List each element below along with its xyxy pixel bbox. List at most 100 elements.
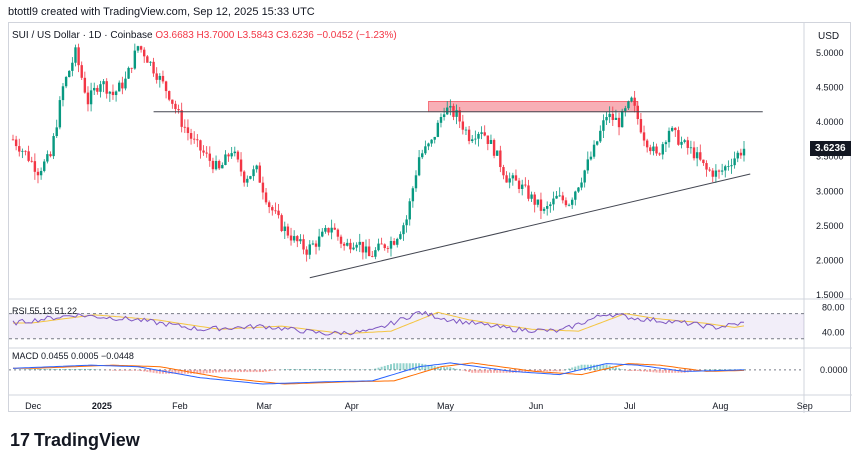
candle-body — [236, 151, 240, 160]
candle-body — [649, 147, 652, 152]
candle-body — [355, 244, 358, 248]
candle-body — [699, 152, 702, 160]
candle-body — [639, 119, 643, 133]
macd-histogram-bar — [243, 369, 246, 373]
candle-body — [305, 249, 308, 255]
candle-body — [46, 154, 49, 162]
macd-histogram-bar — [402, 363, 405, 370]
candle-body — [545, 206, 549, 209]
macd-histogram-bar — [580, 364, 583, 370]
candle-body — [661, 144, 664, 155]
macd-histogram-bar — [408, 363, 411, 370]
macd-histogram-bar — [77, 368, 80, 370]
candle-body — [133, 50, 137, 69]
candle-body — [558, 195, 561, 197]
macd-histogram-bar — [140, 369, 143, 372]
candle-body — [717, 170, 721, 172]
macd-histogram-bar — [596, 364, 599, 370]
candle-body — [161, 75, 165, 82]
candle-body — [421, 153, 424, 158]
macd-histogram-bar — [108, 369, 111, 371]
currency-label[interactable]: USD — [818, 31, 840, 42]
macd-histogram-bar — [265, 369, 268, 372]
macd-histogram-bar — [568, 368, 571, 370]
candle-body — [233, 151, 236, 154]
candle-body — [592, 144, 596, 157]
candle-body — [114, 91, 118, 96]
candle-body — [149, 61, 152, 63]
candle-body — [402, 225, 405, 235]
macd-histogram-bar — [639, 369, 642, 372]
candle-body — [155, 73, 158, 80]
candle-body — [708, 169, 711, 171]
candle-body — [614, 117, 618, 120]
candle-body — [183, 126, 187, 128]
candle-body — [524, 184, 527, 186]
candle-body — [124, 78, 127, 89]
macd-histogram-bar — [396, 363, 399, 370]
candle-body — [139, 46, 143, 50]
candle-body — [93, 87, 96, 91]
macd-histogram-bar — [240, 369, 243, 373]
macd-histogram-bar — [430, 365, 433, 370]
candle-body — [39, 170, 43, 176]
macd-histogram-bar — [605, 364, 608, 370]
macd-histogram-bar — [386, 365, 389, 370]
candle-body — [636, 105, 639, 120]
candle-body — [464, 129, 468, 131]
candle-body — [433, 136, 436, 140]
candle-body — [311, 243, 315, 245]
candle-body — [302, 239, 305, 250]
candle-body — [252, 169, 255, 177]
candle-body — [645, 140, 649, 148]
macd-histogram-bar — [246, 369, 249, 373]
macd-histogram-bar — [602, 364, 605, 370]
candle-body — [364, 246, 368, 253]
candle-body — [521, 184, 524, 189]
macd-histogram-bar — [374, 368, 377, 370]
candle-body — [396, 238, 399, 245]
macd-histogram-bar — [674, 369, 677, 373]
macd-histogram-bar — [627, 369, 630, 371]
chart-container[interactable]: 5.0000 4.5000 4.0000 3.5000 3.0000 2.5000 2.00… — [8, 22, 852, 413]
candle-body — [617, 117, 621, 128]
macd-histogram-bar — [714, 369, 717, 370]
price-tick-label: 4.0000 — [816, 117, 844, 127]
candle-body — [555, 195, 558, 199]
candle-body — [567, 204, 571, 206]
macd-histogram-bar — [208, 369, 211, 373]
tradingview-logo[interactable]: 17 TradingView — [10, 430, 140, 451]
macd-histogram-bar — [136, 369, 139, 371]
macd-histogram-bar — [718, 369, 721, 370]
candle-body — [30, 160, 33, 162]
macd-histogram-bar — [36, 368, 39, 370]
candle-body — [727, 166, 730, 168]
price-chart-svg[interactable]: 5.0000 4.5000 4.0000 3.5000 3.0000 2.5000 2.00… — [9, 23, 852, 413]
candle-body — [686, 140, 689, 148]
macd-histogram-bar — [233, 369, 236, 373]
macd-histogram-bar — [427, 364, 430, 370]
macd-histogram-bar — [558, 369, 561, 372]
candle-body — [296, 236, 299, 242]
candle-body — [196, 139, 199, 141]
ohlc-readout: O3.6683 H3.7000 L3.5843 C3.6236 −0.0452 … — [155, 30, 397, 41]
candle-body — [667, 130, 671, 143]
price-tick-label: 3.5000 — [816, 152, 844, 162]
macd-histogram-bar — [152, 369, 155, 373]
macd-histogram-bar — [599, 364, 602, 370]
candle-body — [346, 242, 349, 246]
time-tick-label: Mar — [257, 401, 273, 411]
candle-body — [189, 133, 193, 139]
macd-histogram-bar — [446, 367, 449, 370]
candle-body — [74, 47, 77, 63]
candle-body — [349, 242, 352, 250]
candle-body — [477, 133, 480, 139]
candle-body — [61, 86, 65, 101]
macd-histogram-bar — [414, 363, 417, 370]
candle-body — [227, 154, 230, 157]
candle-body — [255, 165, 258, 170]
candle-body — [583, 170, 586, 183]
macd-histogram-bar — [711, 369, 714, 370]
candle-body — [230, 153, 233, 157]
candle-body — [111, 91, 115, 96]
